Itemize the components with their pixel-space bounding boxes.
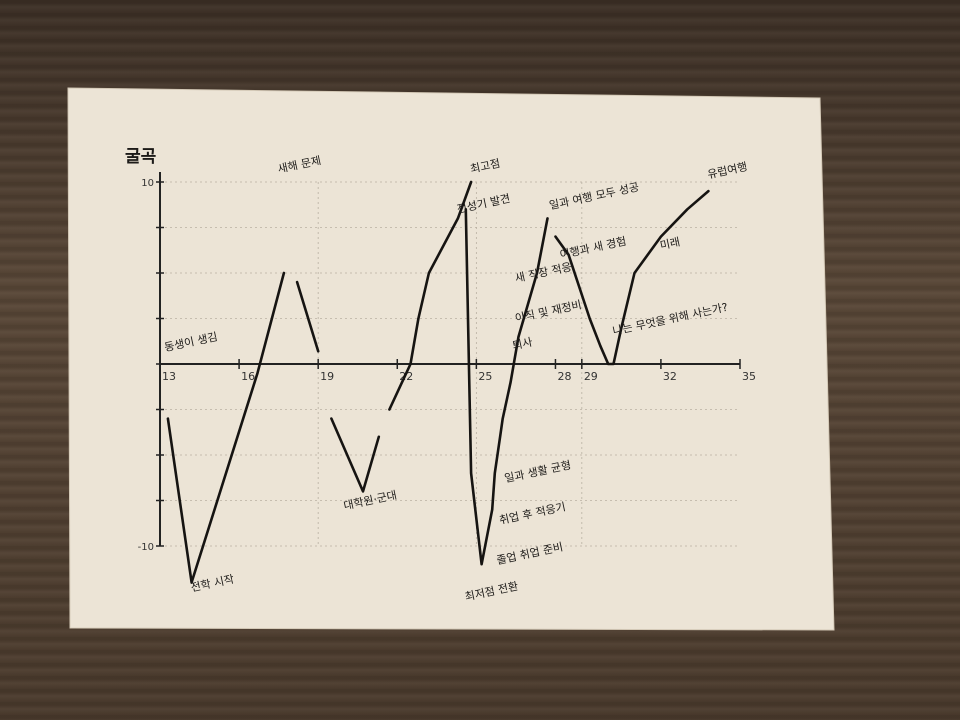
x-tick-label: 19 xyxy=(320,370,334,383)
y-axis-label: 굴곡 xyxy=(125,147,157,167)
life-curve-line xyxy=(554,189,710,366)
paper-sheet xyxy=(67,87,835,631)
y-tick-label: -10 xyxy=(138,542,154,553)
chart-axes xyxy=(156,172,741,547)
life-curve-line xyxy=(388,180,473,411)
x-tick-label: 32 xyxy=(663,370,677,383)
life-curve-line xyxy=(166,271,286,584)
x-tick-label: 29 xyxy=(584,370,598,383)
x-tick-label: 13 xyxy=(162,370,176,383)
chart-series xyxy=(166,180,710,584)
life-curve-line xyxy=(330,417,381,493)
x-tick-label: 28 xyxy=(557,370,571,383)
x-tick-label: 35 xyxy=(742,370,756,383)
life-curve-line xyxy=(295,280,320,353)
annotation-label: 최고점 xyxy=(469,157,501,176)
y-tick-label: 10 xyxy=(141,178,154,189)
annotation-label: 미래 xyxy=(659,235,682,252)
x-tick-label: 16 xyxy=(241,370,255,383)
annotation-label: 퇴사 xyxy=(511,335,534,352)
x-tick-label: 25 xyxy=(478,370,492,383)
life-curve-line xyxy=(464,208,549,566)
